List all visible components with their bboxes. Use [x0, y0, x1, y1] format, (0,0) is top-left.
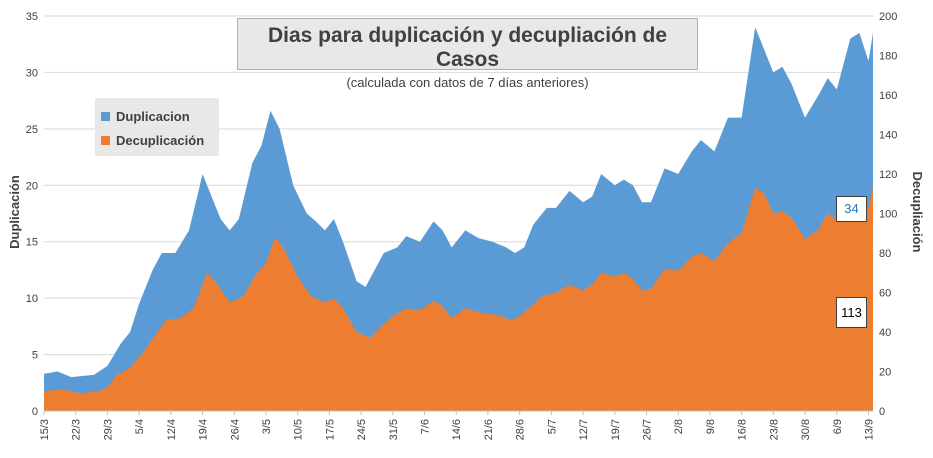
chart-subtitle: (calculada con datos de 7 días anteriore…	[346, 75, 589, 90]
x-tick-label: 7/6	[420, 419, 432, 434]
x-tick-label: 13/9	[863, 419, 875, 440]
y-left-tick-label: 15	[26, 237, 38, 249]
legend-swatch-decuplicacion	[101, 135, 110, 145]
x-tick-label: 31/5	[388, 419, 400, 440]
x-tick-label: 19/4	[198, 419, 210, 440]
y-left-tick-label: 20	[26, 180, 38, 192]
x-tick-label: 17/5	[324, 419, 336, 440]
x-tick-label: 23/8	[768, 419, 780, 440]
plot-area	[44, 27, 873, 412]
x-tick-label: 9/8	[705, 419, 717, 434]
y-right-tick-label: 200	[879, 11, 897, 23]
x-tick-label: 3/5	[261, 419, 273, 434]
data-label-duplicacion: 34	[836, 196, 867, 222]
x-tick-label: 28/6	[515, 419, 527, 440]
x-tick-label: 10/5	[293, 419, 305, 440]
y-axis-left-ticks: 0 5 10 15 20 25 30 35	[26, 11, 38, 418]
data-label-decuplicacion: 113	[836, 297, 867, 328]
legend-label-duplicacion: Duplicacion	[116, 108, 190, 124]
legend-item-duplicacion: Duplicacion	[101, 104, 219, 128]
x-tick-label: 16/8	[737, 419, 749, 440]
chart-title-box: Dias para duplicación y decupliación de …	[237, 18, 698, 90]
x-tick-label: 14/6	[451, 419, 463, 440]
x-tick-label: 24/5	[356, 419, 368, 440]
y-right-tick-label: 140	[879, 130, 897, 142]
x-tick-label: 19/7	[610, 419, 622, 440]
x-tick-label: 30/8	[800, 419, 812, 440]
x-tick-label: 21/6	[483, 419, 495, 440]
y-right-tick-label: 0	[879, 406, 885, 418]
y-right-tick-label: 60	[879, 288, 891, 300]
y-right-tick-label: 120	[879, 169, 897, 181]
x-tick-label: 5/4	[134, 419, 146, 434]
x-axis-ticks: 15/3 22/3 29/3 5/4 12/4 19/4 26/4 3/5 10/5 17/5 24…	[39, 411, 875, 440]
y-axis-right-title: Decupliación	[910, 172, 925, 253]
y-left-tick-label: 35	[26, 11, 38, 23]
legend-swatch-duplicacion	[101, 111, 110, 121]
y-right-tick-label: 100	[879, 209, 897, 221]
y-axis-right-ticks: 0 20 40 60 80 100 120 140 160 180 200	[879, 11, 897, 418]
legend-label-decuplicacion: Decuplicación	[116, 132, 205, 148]
x-tick-label: 12/4	[166, 419, 178, 440]
y-left-tick-label: 5	[32, 350, 38, 362]
y-right-tick-label: 20	[879, 367, 891, 379]
chart-title: Dias para duplicación y decupliación de …	[267, 24, 668, 71]
y-left-tick-label: 25	[26, 124, 38, 136]
legend: Duplicacion Decuplicación	[95, 98, 219, 156]
x-tick-label: 29/3	[102, 419, 114, 440]
y-left-tick-label: 30	[26, 67, 38, 79]
x-tick-label: 2/8	[673, 419, 685, 434]
x-tick-label: 5/7	[546, 419, 558, 434]
y-right-tick-label: 160	[879, 90, 897, 102]
x-tick-label: 22/3	[71, 419, 83, 440]
y-right-tick-label: 40	[879, 327, 891, 339]
x-tick-label: 15/3	[39, 419, 51, 440]
x-tick-label: 26/4	[229, 419, 241, 440]
x-tick-label: 26/7	[641, 419, 653, 440]
area-decuplicacion	[44, 187, 873, 411]
x-tick-label: 6/9	[832, 419, 844, 434]
legend-item-decuplicacion: Decuplicación	[101, 128, 219, 152]
y-left-tick-label: 0	[32, 406, 38, 418]
x-tick-label: 12/7	[578, 419, 590, 440]
y-right-tick-label: 180	[879, 51, 897, 63]
y-right-tick-label: 80	[879, 248, 891, 260]
y-left-tick-label: 10	[26, 293, 38, 305]
y-axis-left-title: Duplicación	[7, 175, 22, 249]
